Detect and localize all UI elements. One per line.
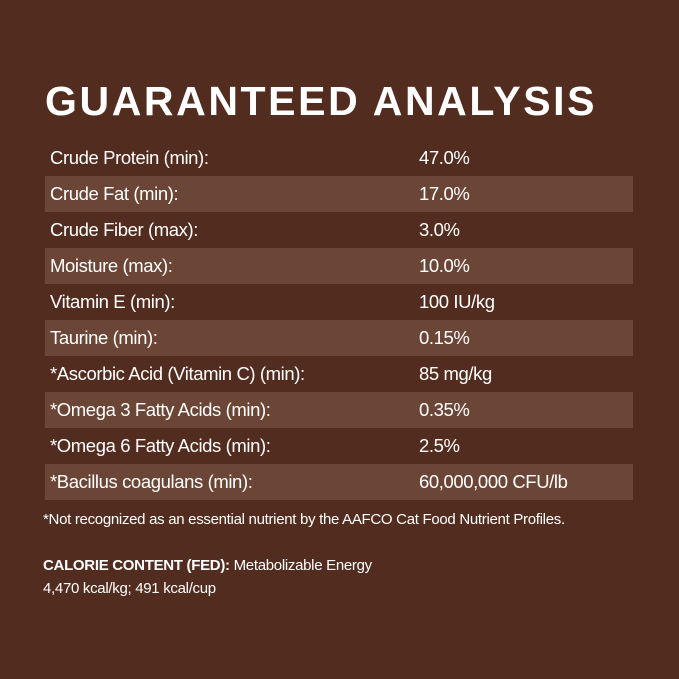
row-label: Crude Fat (min): — [50, 183, 179, 204]
row-label: *Bacillus coagulans (min): — [50, 471, 253, 492]
row-label: *Omega 6 Fatty Acids (min): — [50, 435, 271, 456]
table-row: Crude Protein (min): 47.0% — [45, 140, 633, 176]
table-row: Crude Fiber (max): 3.0% — [45, 212, 633, 248]
calorie-text: Metabolizable Energy — [233, 557, 373, 574]
row-value: 0.35% — [419, 399, 470, 420]
row-label: *Omega 3 Fatty Acids (min): — [50, 399, 271, 420]
row-value: 0.15% — [419, 327, 470, 348]
analysis-table: Crude Protein (min): 47.0% Crude Fat (min… — [45, 140, 633, 500]
page-title: GUARANTEED ANALYSIS — [45, 78, 598, 124]
calorie-content: CALORIE CONTENT (FED): Metabolizable Ene… — [43, 554, 372, 600]
row-label: *Ascorbic Acid (Vitamin C) (min): — [50, 363, 305, 384]
table-row: Vitamin E (min): 100 IU/kg — [45, 284, 633, 320]
table-row: *Ascorbic Acid (Vitamin C) (min): 85 mg/k… — [45, 356, 633, 392]
table-row: Moisture (max): 10.0% — [45, 248, 633, 284]
row-label: Crude Protein (min): — [50, 147, 209, 168]
table-row: Crude Fat (min): 17.0% — [45, 176, 633, 212]
row-value: 85 mg/kg — [419, 363, 492, 384]
row-value: 17.0% — [419, 183, 470, 204]
row-label: Taurine (min): — [50, 327, 158, 348]
table-row: *Omega 6 Fatty Acids (min): 2.5% — [45, 428, 633, 464]
table-row: Taurine (min): 0.15% — [45, 320, 633, 356]
calorie-heading: CALORIE CONTENT (FED): — [43, 557, 230, 574]
row-value: 3.0% — [419, 219, 460, 240]
row-value: 10.0% — [419, 255, 470, 276]
calorie-values: 4,470 kcal/kg; 491 kcal/cup — [43, 580, 216, 597]
row-label: Moisture (max): — [50, 255, 173, 276]
table-row: *Bacillus coagulans (min): 60,000,000 CFU… — [45, 464, 633, 500]
row-label: Crude Fiber (max): — [50, 219, 199, 240]
row-value: 2.5% — [419, 435, 460, 456]
footnote: *Not recognized as an essential nutrient… — [43, 511, 565, 528]
row-label: Vitamin E (min): — [50, 291, 175, 312]
row-value: 47.0% — [419, 147, 470, 168]
row-value: 60,000,000 CFU/lb — [419, 471, 568, 492]
table-row: *Omega 3 Fatty Acids (min): 0.35% — [45, 392, 633, 428]
row-value: 100 IU/kg — [419, 291, 495, 312]
